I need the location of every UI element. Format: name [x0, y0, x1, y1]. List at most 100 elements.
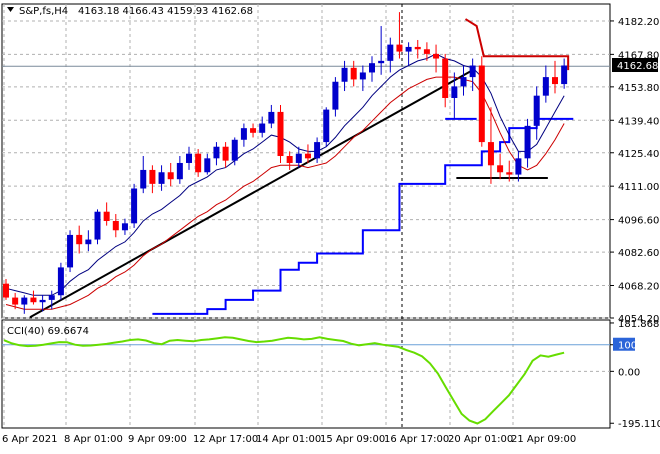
- candle-bearish: [286, 156, 293, 163]
- candle-bullish: [469, 65, 476, 78]
- time-tick-label: 20 Apr 01:00: [448, 434, 513, 445]
- cci-tick-label: -195.1105: [618, 419, 660, 430]
- candle-bullish: [542, 77, 549, 96]
- candle-bullish: [140, 169, 147, 189]
- cci-line: [3, 336, 565, 425]
- chart-symbol: S&P,fs,H4: [19, 6, 68, 17]
- candle-bullish: [94, 211, 101, 240]
- chart-ohlc: 4163.18 4166.43 4159.93 4162.68: [78, 6, 253, 17]
- price-tick-label: 4082.60: [618, 248, 659, 259]
- time-tick-label: 6 Apr 2021: [2, 434, 57, 445]
- price-tick-label: 4068.20: [618, 282, 659, 293]
- ascending-trendline: [29, 69, 474, 319]
- candle-bearish: [277, 111, 284, 157]
- candle-bearish: [167, 172, 174, 180]
- candle-bearish: [396, 44, 403, 52]
- cci-tick-label: 100: [618, 341, 637, 352]
- time-tick-label: 15 Apr 09:00: [320, 434, 385, 445]
- candle-bullish: [359, 72, 366, 80]
- candle-bearish: [433, 53, 440, 59]
- price-tick-label: 4182.20: [618, 17, 659, 28]
- time-tick-label: 12 Apr 17:00: [193, 434, 258, 445]
- time-tick-label: 21 Apr 09:00: [511, 434, 576, 445]
- cci-tick-label: 0.00: [618, 367, 640, 378]
- candle-bullish: [323, 109, 330, 143]
- candle-bullish: [405, 46, 412, 52]
- cci-plot: [2, 336, 610, 425]
- candle-bearish: [414, 46, 421, 50]
- time-tick-label: 14 Apr 01:00: [256, 434, 321, 445]
- slow-moving-average: [5, 76, 565, 310]
- cci-title: CCI(40) 69.6674: [7, 326, 89, 337]
- cci-frame: [1, 319, 611, 429]
- grid: [1, 3, 611, 429]
- menu-triangle-icon[interactable]: [7, 7, 14, 12]
- price-tick-label: 4111.00: [618, 182, 659, 193]
- candle-bearish: [112, 220, 119, 231]
- candle-bullish: [176, 162, 183, 180]
- candle-bullish: [131, 188, 138, 224]
- candle-bullish: [204, 158, 211, 173]
- candle-bullish: [460, 77, 467, 87]
- price-tick-label: 4167.80: [618, 50, 659, 61]
- time-tick-label: 8 Apr 01:00: [64, 434, 123, 445]
- price-tick-label: 4139.40: [618, 116, 659, 127]
- candle-bullish: [369, 63, 375, 73]
- price-tick-label: 4054.20: [618, 314, 659, 325]
- candle-bullish: [314, 142, 321, 159]
- candle-bearish: [442, 58, 449, 98]
- candle-bullish: [268, 111, 275, 124]
- candle-bullish: [451, 86, 458, 98]
- candle-bullish: [240, 128, 247, 140]
- cci-level-box: [613, 337, 635, 351]
- candle-bearish: [30, 297, 37, 303]
- candle-bullish: [186, 153, 192, 163]
- price-tick-label: 4153.80: [618, 83, 659, 94]
- candle-bullish: [295, 153, 302, 163]
- candle-bullish: [21, 297, 28, 305]
- price-tick-label: 4096.60: [618, 216, 659, 227]
- candle-bullish: [85, 239, 92, 245]
- candle-bearish: [487, 142, 494, 166]
- resistance-level: [464, 18, 570, 71]
- cci-tick-label: 181.8683: [618, 319, 660, 330]
- candle-bullish: [48, 295, 55, 300]
- candle-bearish: [552, 77, 558, 85]
- candle-bullish: [332, 81, 339, 110]
- candle-bearish: [250, 128, 257, 133]
- candle-bearish: [304, 153, 311, 159]
- atr-stop-line: [152, 117, 574, 315]
- candle-bullish: [387, 44, 394, 61]
- price-frame: [1, 3, 611, 319]
- axes: 4182.20 4167.80 4153.80 4139.40 4125.40 4111.…: [2, 17, 660, 445]
- candle-bullish: [39, 299, 46, 303]
- candle-bearish: [423, 49, 430, 54]
- candle-bearish: [12, 297, 19, 305]
- candle-bullish: [378, 60, 385, 64]
- candle-bullish: [524, 125, 531, 159]
- price-plot: [2, 12, 610, 319]
- price-tick-label: 4125.40: [618, 149, 659, 160]
- candle-bullish: [561, 65, 568, 85]
- candle-bearish: [478, 65, 485, 143]
- candle-bearish: [76, 234, 83, 245]
- candle-bearish: [195, 153, 202, 173]
- candle-bearish: [350, 67, 357, 80]
- candle-bearish: [497, 165, 504, 173]
- candle-bullish: [57, 267, 64, 296]
- candle-bearish: [222, 146, 229, 161]
- current-price-box: [612, 58, 658, 72]
- candle-bullish: [158, 172, 165, 184]
- candle-bullish: [67, 234, 74, 268]
- candle-bullish: [259, 123, 266, 133]
- candle-bullish: [213, 146, 220, 159]
- current-price-label: 4162.68: [617, 61, 658, 72]
- candle-bullish: [231, 139, 238, 161]
- candle-bearish: [149, 169, 156, 184]
- candle-bearish: [3, 283, 9, 298]
- candle-bullish: [341, 67, 348, 82]
- candle-bearish: [506, 172, 513, 175]
- candle-bullish: [515, 158, 522, 175]
- candle-bearish: [103, 211, 110, 221]
